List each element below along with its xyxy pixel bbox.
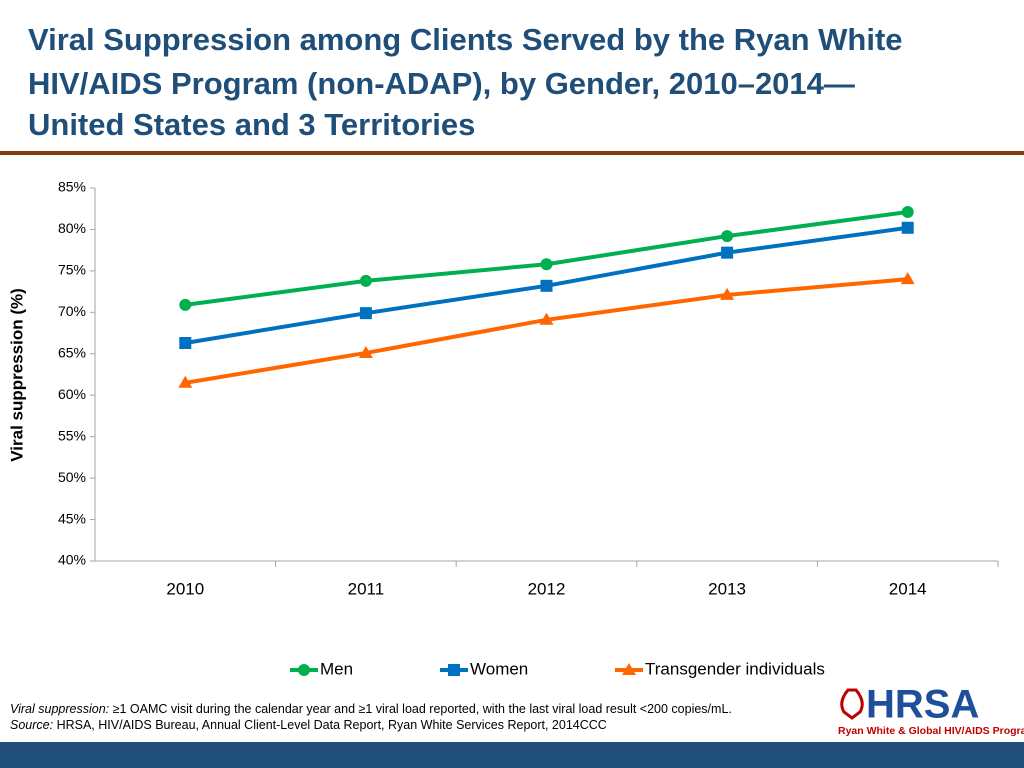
marker [540,258,553,271]
logo-ribbon [840,688,864,720]
marker [622,663,636,675]
x-tick-label: 2014 [889,579,927,598]
marker [901,206,914,219]
x-tick-label: 2010 [166,579,204,598]
marker [721,246,734,259]
logo-name: HRSA [866,683,979,727]
marker [901,221,914,234]
footnote-text: ≥1 OAMC visit during the calendar year a… [113,702,732,716]
y-axis-label: Viral suppression (%) [7,288,26,462]
title-line: HIV/AIDS Program (non-ADAP), by Gender, … [28,66,855,101]
y-tick-label: 65% [58,344,86,360]
x-tick-label: 2013 [708,579,746,598]
y-tick-label: 50% [58,469,86,485]
marker [298,664,310,676]
marker [721,230,734,243]
y-tick-label: 75% [58,262,86,278]
footer-bar [0,742,1024,768]
marker [448,664,460,676]
marker [358,345,373,358]
marker [179,337,192,350]
marker [720,287,735,300]
y-tick-label: 80% [58,220,86,236]
legend-label: Women [470,659,528,678]
title-rule [0,151,1024,155]
title-line: United States and 3 Territories [28,107,475,142]
x-tick-label: 2011 [348,579,385,598]
y-tick-label: 45% [58,510,86,526]
title-line: Viral Suppression among Clients Served b… [28,22,903,57]
footnote-source: Source: HRSA, HIV/AIDS Bureau, Annual Cl… [10,718,607,732]
marker [359,274,372,287]
legend-label: Transgender individuals [645,659,825,678]
y-tick-label: 70% [58,303,86,319]
marker [539,312,554,325]
logo-subtitle: Ryan White & Global HIV/AIDS Programs [838,725,1024,737]
footnote-text: HRSA, HIV/AIDS Bureau, Annual Client-Lev… [57,718,607,732]
y-tick-label: 55% [58,427,86,443]
marker [359,307,372,320]
y-tick-label: 85% [58,179,86,195]
footnote-label: Source: [10,718,53,732]
marker [178,375,193,388]
marker [540,279,553,292]
marker [900,272,915,285]
y-tick-label: 60% [58,386,86,402]
marker [179,298,192,311]
series-line [184,277,908,385]
footnote-label: Viral suppression: [10,702,109,716]
x-tick-label: 2012 [528,579,566,598]
footnote-definition: Viral suppression: ≥1 OAMC visit during … [10,702,732,716]
legend-label: Men [320,659,353,678]
y-tick-label: 40% [58,552,86,568]
